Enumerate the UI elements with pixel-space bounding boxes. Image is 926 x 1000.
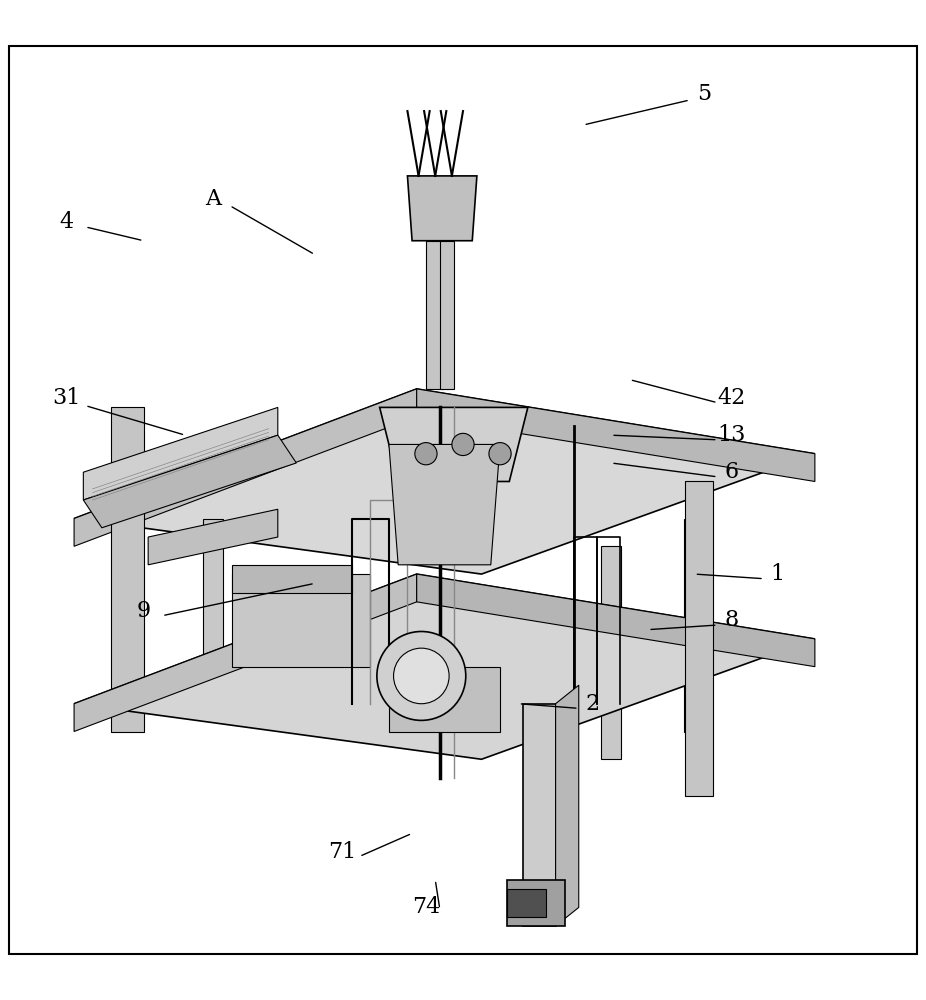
Polygon shape xyxy=(389,667,500,732)
Text: 31: 31 xyxy=(53,387,81,409)
Text: 5: 5 xyxy=(696,83,711,105)
Polygon shape xyxy=(523,704,556,926)
Circle shape xyxy=(415,443,437,465)
Polygon shape xyxy=(426,241,444,389)
Text: 4: 4 xyxy=(59,211,74,233)
Circle shape xyxy=(489,443,511,465)
Polygon shape xyxy=(407,176,477,241)
Text: 6: 6 xyxy=(724,461,739,483)
Polygon shape xyxy=(111,407,144,732)
Text: 74: 74 xyxy=(412,896,440,918)
Polygon shape xyxy=(380,407,528,481)
Circle shape xyxy=(452,433,474,456)
Polygon shape xyxy=(74,389,417,546)
Polygon shape xyxy=(389,444,500,565)
Text: 71: 71 xyxy=(329,841,357,863)
Polygon shape xyxy=(74,574,815,759)
Polygon shape xyxy=(119,519,140,704)
Polygon shape xyxy=(417,574,815,667)
Polygon shape xyxy=(74,574,417,732)
Polygon shape xyxy=(83,435,296,528)
Polygon shape xyxy=(685,481,713,796)
Polygon shape xyxy=(507,889,546,917)
Polygon shape xyxy=(417,389,815,481)
Text: 9: 9 xyxy=(136,600,151,622)
Text: 1: 1 xyxy=(770,563,785,585)
Circle shape xyxy=(377,631,466,720)
Polygon shape xyxy=(148,509,278,565)
Text: 2: 2 xyxy=(585,693,600,715)
Text: 42: 42 xyxy=(718,387,745,409)
Polygon shape xyxy=(507,880,565,926)
Polygon shape xyxy=(556,685,579,926)
Polygon shape xyxy=(74,389,815,574)
Polygon shape xyxy=(232,574,370,667)
Text: A: A xyxy=(205,188,221,210)
Polygon shape xyxy=(601,546,621,759)
Text: 8: 8 xyxy=(724,609,739,631)
Polygon shape xyxy=(232,565,352,593)
Text: 13: 13 xyxy=(718,424,745,446)
Polygon shape xyxy=(83,407,278,500)
Circle shape xyxy=(394,648,449,704)
Polygon shape xyxy=(440,241,454,389)
Polygon shape xyxy=(684,519,705,732)
Polygon shape xyxy=(203,519,223,667)
